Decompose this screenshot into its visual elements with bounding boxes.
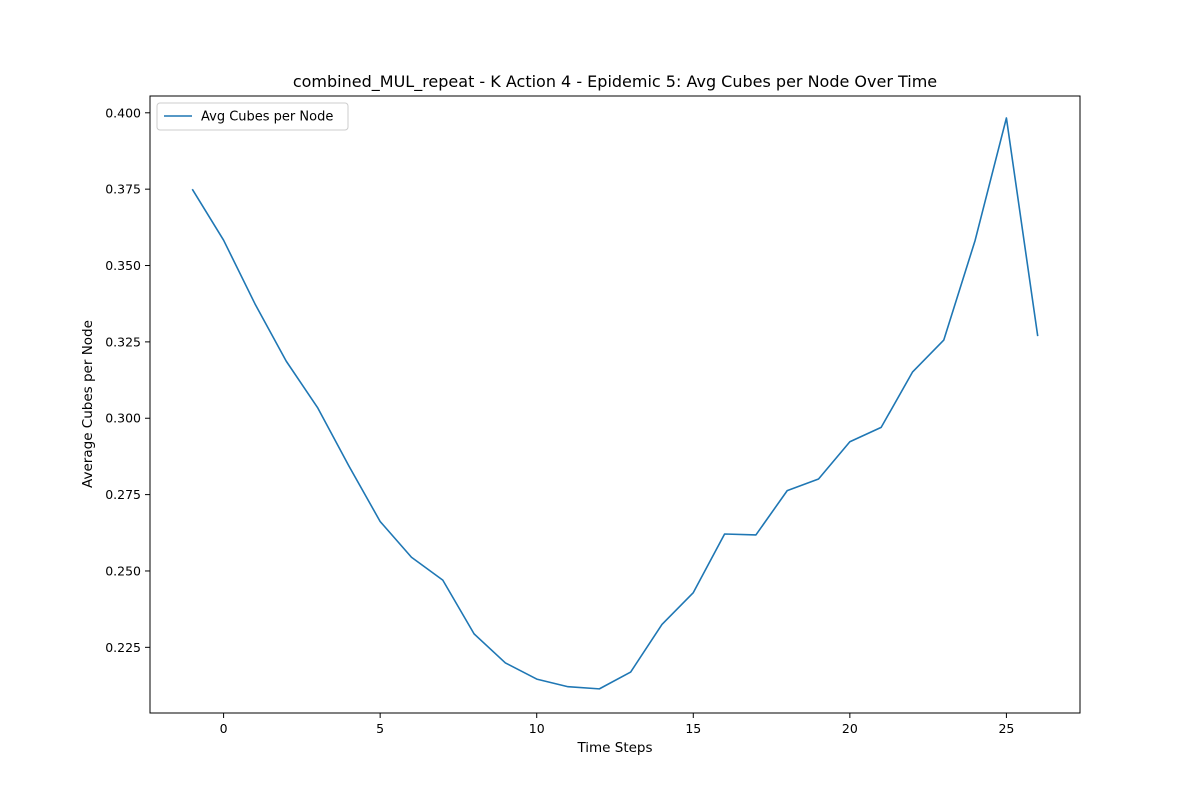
y-axis: 0.225 0.250 0.275 0.300 0.325 0.350 0.375 0.400 <box>105 105 150 655</box>
chart-title: combined_MUL_repeat - K Action 4 - Epide… <box>293 72 937 92</box>
y-tick-label: 0.275 <box>105 487 141 502</box>
legend: Avg Cubes per Node <box>156 102 349 131</box>
y-tick-label: 0.250 <box>105 563 141 578</box>
x-tick-label: 15 <box>685 721 701 736</box>
y-tick-label: 0.400 <box>105 105 141 120</box>
x-axis: 0 5 10 15 20 25 <box>220 713 1014 736</box>
legend-label: Avg Cubes per Node <box>201 110 333 125</box>
y-tick-label: 0.325 <box>105 334 141 349</box>
series-line <box>191 117 1039 690</box>
x-tick-label: 20 <box>842 721 858 736</box>
y-tick-label: 0.300 <box>105 411 141 426</box>
y-tick-label: 0.350 <box>105 258 141 273</box>
legend-box <box>156 102 349 131</box>
y-tick-label: 0.375 <box>105 182 141 197</box>
y-axis-label: Average Cubes per Node <box>80 320 96 488</box>
x-axis-label: Time Steps <box>576 740 652 756</box>
x-tick-label: 25 <box>998 721 1014 736</box>
plot-frame <box>149 95 1081 714</box>
x-tick-label: 10 <box>529 721 545 736</box>
plot-area <box>191 117 1039 690</box>
y-tick-label: 0.225 <box>105 640 141 655</box>
x-tick-label: 5 <box>376 721 384 736</box>
x-tick-label: 0 <box>220 721 228 736</box>
